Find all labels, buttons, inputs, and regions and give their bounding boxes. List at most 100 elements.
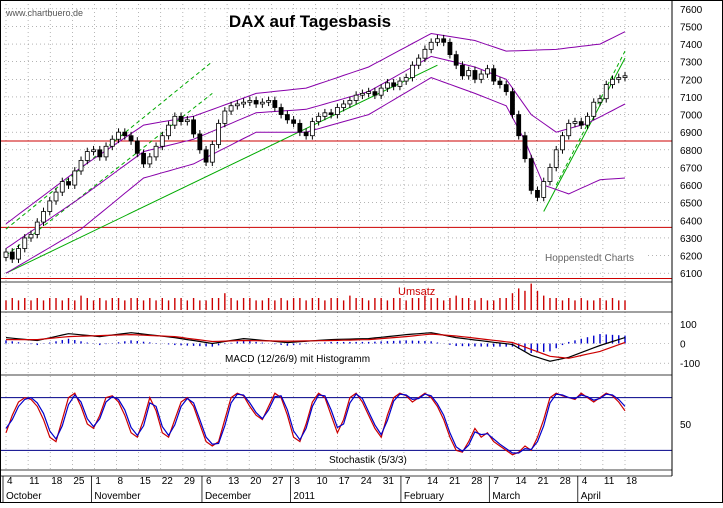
date-tick-label: 15 (140, 476, 152, 487)
price-tick-label: 7500 (680, 22, 703, 33)
price-tick-label: 6500 (680, 199, 703, 210)
price-panel (0, 31, 672, 279)
stoch-tick-label: 50 (680, 420, 692, 431)
price-tick-label: 7300 (680, 58, 703, 69)
stoch-label-background (326, 453, 422, 466)
candle-body (284, 114, 290, 121)
candle-body (347, 100, 353, 105)
candle-body (153, 145, 159, 158)
candle-body (416, 57, 422, 66)
candle-body (447, 41, 453, 56)
bollinger-lower-band (5, 77, 626, 274)
candle-body (503, 84, 509, 93)
trendline (5, 93, 213, 256)
date-tick-label: 8 (118, 476, 124, 487)
month-label: 2011 (293, 491, 315, 502)
candle-body (197, 133, 203, 151)
candle-body (422, 48, 428, 59)
date-tick-label: 13 (228, 476, 240, 487)
candle-body (241, 101, 246, 105)
date-tick-label: 21 (538, 476, 550, 487)
candle-body (334, 107, 340, 115)
date-tick-label: 28 (560, 476, 572, 487)
date-tick-label: 27 (272, 476, 284, 487)
credit-text: Hoppenstedt Charts (545, 253, 634, 264)
candle-body (253, 100, 259, 105)
date-tick-label: 1 (95, 476, 101, 487)
price-tick-label: 6400 (680, 216, 703, 227)
candle-body (528, 158, 534, 191)
candle-body (472, 70, 478, 80)
candle-body (610, 78, 615, 85)
candle-body (322, 112, 328, 117)
candle-body (410, 64, 415, 78)
chart-title: DAX auf Tagesbasis (229, 12, 391, 31)
candle-body (585, 115, 590, 126)
grid-lines (0, 0, 672, 470)
candle-body (272, 100, 278, 108)
candle-body (366, 91, 372, 94)
date-tick-label: 28 (471, 476, 483, 487)
candle-body (497, 80, 503, 85)
candle-body (591, 101, 597, 117)
date-tick-label: 31 (383, 476, 395, 487)
candle-body (259, 101, 265, 105)
candle-body (278, 107, 284, 115)
date-tick-label: 11 (29, 476, 40, 487)
candle-body (41, 211, 46, 223)
trendline (5, 64, 438, 274)
price-tick-label: 7400 (680, 40, 703, 51)
candle-body (22, 237, 28, 249)
month-label: March (492, 491, 520, 502)
macd-panel (5, 332, 626, 362)
candle-body (328, 112, 334, 115)
date-tick-label: 14 (427, 476, 439, 487)
date-tick-label: 21 (449, 476, 461, 487)
candle-body (47, 200, 53, 212)
volume-panel (5, 283, 626, 310)
bollinger-middle-band (5, 55, 626, 249)
watermark-text: www.chartbuero.de (5, 8, 83, 18)
candle-body (616, 77, 622, 80)
candle-body (378, 87, 384, 96)
candle-body (203, 149, 209, 163)
stoch-line (5, 392, 626, 456)
candle-body (316, 115, 322, 123)
candle-body (291, 119, 297, 124)
stochastic-panel (0, 392, 672, 456)
candle-body (266, 100, 272, 103)
candle-body (522, 135, 528, 160)
price-tick-label: 6200 (680, 252, 703, 263)
macd-label-background (222, 351, 390, 365)
candle-body (116, 131, 121, 140)
candle-body (385, 82, 390, 89)
candle-body (122, 131, 128, 137)
candle-body (341, 103, 347, 108)
credit-background (540, 250, 648, 264)
candle-body (372, 91, 378, 96)
candle-body (397, 80, 403, 87)
candle-body (209, 144, 215, 163)
volume-label: Umsatz (398, 286, 435, 298)
candle-body (228, 105, 234, 112)
date-tick-label: 29 (184, 476, 196, 487)
candle-body (59, 181, 65, 193)
trendline (555, 50, 626, 186)
candle-body (441, 38, 447, 43)
candle-body (9, 251, 15, 260)
candle-body (622, 75, 628, 78)
candle-body (172, 115, 178, 126)
macd-tick-label: 0 (680, 340, 686, 351)
candle-body (66, 181, 71, 186)
candle-body (141, 152, 146, 165)
price-tick-label: 7000 (680, 111, 703, 122)
candle-body (403, 77, 409, 82)
candle-body (222, 110, 228, 124)
price-tick-label: 6800 (680, 146, 703, 157)
date-tick-label: 7 (493, 476, 499, 487)
candle-body (297, 122, 303, 133)
stoch-label: Stochastik (5/3/3) (329, 455, 407, 466)
bollinger-upper-band (5, 31, 626, 225)
